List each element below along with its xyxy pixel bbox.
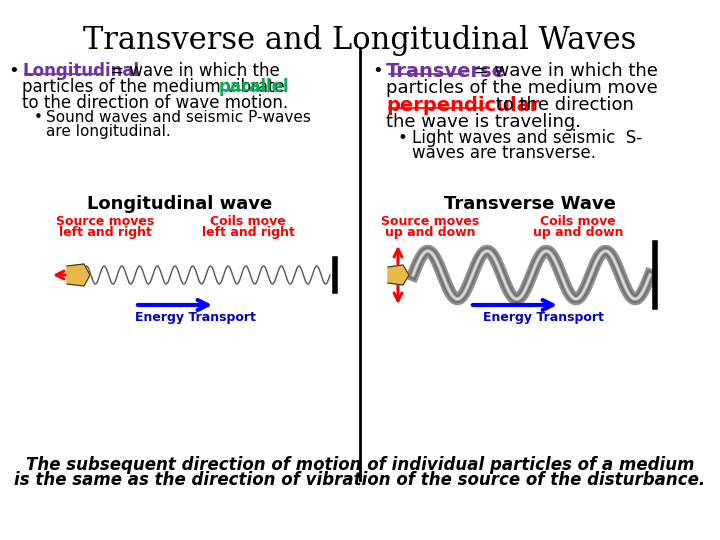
Text: to the direction: to the direction (490, 96, 634, 114)
Text: Energy Transport: Energy Transport (135, 311, 256, 324)
Text: = wave in which the: = wave in which the (105, 62, 280, 80)
Text: is the same as the direction of vibration of the source of the disturbance.: is the same as the direction of vibratio… (14, 471, 706, 489)
Polygon shape (388, 265, 409, 285)
Text: left and right: left and right (202, 226, 294, 239)
Text: to the direction of wave motion.: to the direction of wave motion. (22, 94, 288, 112)
Text: left and right: left and right (58, 226, 151, 239)
Text: •: • (34, 110, 43, 125)
Text: Transverse: Transverse (386, 62, 506, 81)
Polygon shape (67, 264, 90, 286)
Text: Coils move: Coils move (210, 215, 286, 228)
Text: Transverse Wave: Transverse Wave (444, 195, 616, 213)
Text: up and down: up and down (533, 226, 624, 239)
Text: The subsequent direction of motion of individual particles of a medium: The subsequent direction of motion of in… (26, 456, 694, 474)
Text: waves are transverse.: waves are transverse. (412, 144, 596, 162)
Text: the wave is traveling.: the wave is traveling. (386, 113, 581, 131)
Text: Source moves: Source moves (56, 215, 154, 228)
Text: parallel: parallel (219, 78, 289, 96)
Text: Light waves and seismic  S-: Light waves and seismic S- (412, 129, 642, 147)
Text: Longitudinal wave: Longitudinal wave (87, 195, 273, 213)
Text: Sound waves and seismic P-waves: Sound waves and seismic P-waves (46, 110, 311, 125)
Text: Longitudinal: Longitudinal (22, 62, 139, 80)
Text: •: • (8, 62, 19, 80)
Text: up and down: up and down (384, 226, 475, 239)
Text: are longitudinal.: are longitudinal. (46, 124, 171, 139)
Text: •: • (372, 62, 383, 80)
Text: Transverse and Longitudinal Waves: Transverse and Longitudinal Waves (84, 25, 636, 56)
Text: perpendicular: perpendicular (386, 96, 539, 115)
Text: particles of the medium vibrate: particles of the medium vibrate (22, 78, 290, 96)
Text: Source moves: Source moves (381, 215, 479, 228)
Text: = wave in which the: = wave in which the (468, 62, 658, 80)
Text: particles of the medium move: particles of the medium move (386, 79, 658, 97)
Text: Energy Transport: Energy Transport (482, 311, 603, 324)
Text: Coils move: Coils move (540, 215, 616, 228)
Text: •: • (398, 129, 408, 147)
